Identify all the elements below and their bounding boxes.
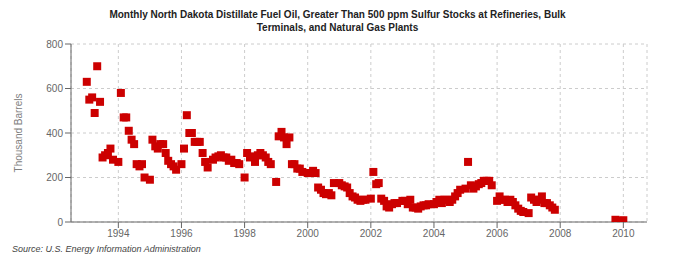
svg-text:1996: 1996: [170, 228, 193, 239]
svg-text:1998: 1998: [233, 228, 256, 239]
svg-text:2010: 2010: [612, 228, 635, 239]
html-text:Source: U.S. Energy Informatio: Source: U.S. Energy Information Administ…: [12, 244, 201, 254]
svg-text:800: 800: [46, 39, 63, 50]
svg-text:2002: 2002: [360, 228, 383, 239]
svg-text:Thousand Barrels: Thousand Barrels: [13, 94, 24, 173]
svg-text:1994: 1994: [107, 228, 130, 239]
svg-text:2008: 2008: [549, 228, 572, 239]
svg-text:400: 400: [46, 128, 63, 139]
svg-text:600: 600: [46, 83, 63, 94]
svg-text:2006: 2006: [486, 228, 509, 239]
svg-text:200: 200: [46, 172, 63, 183]
svg-text:2000: 2000: [297, 228, 320, 239]
svg-text:2004: 2004: [423, 228, 446, 239]
svg-text:0: 0: [57, 217, 63, 228]
html-text:Monthly North Dakota Distillat: Monthly North Dakota Distillate Fuel Oil…: [109, 9, 566, 33]
